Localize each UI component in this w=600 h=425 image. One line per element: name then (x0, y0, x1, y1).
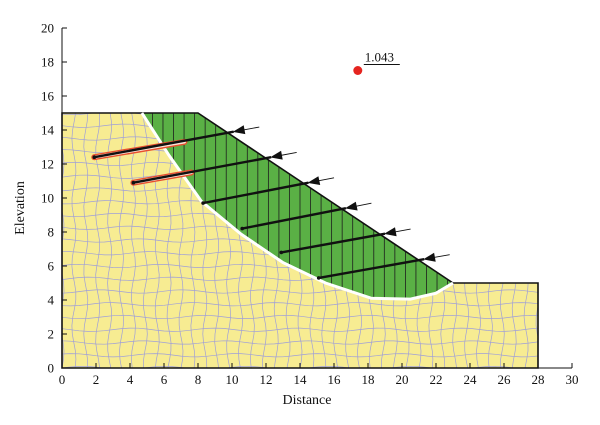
anchor-load-line (394, 228, 411, 233)
x-tick-label: 22 (430, 372, 443, 387)
x-tick-label: 4 (127, 372, 134, 387)
x-tick-label: 18 (362, 372, 375, 387)
anchor-tendon (133, 156, 272, 184)
mesh-line (62, 340, 538, 345)
anchor-load-line (280, 152, 297, 156)
mesh-line (131, 113, 136, 368)
anchor-load-line (433, 254, 450, 258)
y-axis-ticks: 0 2 4 6 8 10 12 14 16 18 20 (41, 21, 67, 376)
y-tick-label: 20 (41, 21, 54, 36)
x-tick-label: 12 (260, 372, 273, 387)
mesh-line (62, 314, 538, 320)
anchor-end-point (279, 250, 284, 255)
anchor-2 (130, 150, 297, 186)
x-tick-label: 28 (532, 372, 545, 387)
y-tick-label: 12 (41, 157, 54, 172)
factor-of-safety-label: 1.043 (365, 50, 394, 65)
anchor-5 (279, 227, 411, 255)
x-tick-label: 10 (226, 372, 239, 387)
mesh-line (62, 327, 538, 332)
anchor-3 (201, 176, 335, 205)
anchor-load-arrowhead (232, 125, 246, 135)
y-tick-label: 0 (48, 361, 55, 376)
x-tick-label: 24 (464, 372, 478, 387)
anchor-6 (316, 252, 450, 280)
anchor-load-line (318, 177, 335, 182)
y-axis-title: Elevation (13, 181, 28, 235)
y-tick-label: 2 (48, 327, 55, 342)
y-tick-label: 18 (41, 55, 54, 70)
x-tick-label: 8 (195, 372, 202, 387)
axes: 0 2 4 6 8 10 12 14 16 18 20 22 24 26 28 30 024681012141… (41, 21, 579, 388)
x-tick-label: 14 (294, 372, 308, 387)
anchor-tendon (94, 130, 234, 159)
mesh-line (62, 289, 538, 294)
anchor-load-line (243, 126, 260, 131)
anchor-load-arrowhead (270, 150, 283, 160)
y-tick-label: 14 (41, 123, 55, 138)
x-axis-title: Distance (283, 393, 332, 408)
sliding-mass-region (141, 113, 453, 300)
anchor-4 (240, 201, 372, 231)
x-tick-label: 16 (328, 372, 342, 387)
anchor-end-point (201, 201, 205, 205)
y-tick-label: 16 (41, 89, 55, 104)
anchor-load-arrowhead (423, 252, 436, 262)
anchors-layer (91, 125, 450, 280)
anchor-tendon (318, 258, 425, 280)
mesh-line (83, 113, 89, 368)
x-tick-label: 30 (566, 372, 579, 387)
x-axis-ticks: 0 2 4 6 8 10 12 14 16 18 20 22 24 26 28 30 (59, 363, 579, 387)
critical-slip-surface (140, 112, 454, 301)
anchor-tendon (241, 207, 347, 230)
mesh-line (154, 113, 160, 368)
anchor-tendon (202, 181, 309, 205)
anchor-end-point (131, 180, 136, 185)
ground-profile-outline (61, 112, 539, 369)
anchor-load-line (355, 202, 372, 207)
y-tick-label: 8 (48, 225, 55, 240)
anchor-load-arrowhead (307, 176, 321, 185)
slip-circle-center-marker (353, 66, 363, 75)
x-tick-label: 26 (498, 372, 512, 387)
x-tick-label: 6 (161, 372, 168, 387)
y-tick-label: 4 (48, 293, 55, 308)
x-tick-label: 0 (59, 372, 66, 387)
anchor-load-arrowhead (344, 201, 358, 211)
mesh-line (62, 302, 538, 307)
anchor-load-arrowhead (384, 227, 397, 237)
x-tick-label: 20 (396, 372, 409, 387)
anchor-end-point (240, 226, 244, 231)
anchor-1 (91, 125, 260, 161)
y-tick-label: 10 (41, 191, 54, 206)
mesh-line (62, 353, 538, 358)
x-tick-label: 2 (93, 372, 100, 387)
mesh-line (535, 113, 538, 368)
mesh-line (142, 113, 148, 368)
y-tick-label: 6 (48, 259, 55, 274)
anchor-tendon (281, 232, 386, 254)
anchor-end-point (316, 276, 321, 280)
anchor-end-point (92, 155, 97, 159)
